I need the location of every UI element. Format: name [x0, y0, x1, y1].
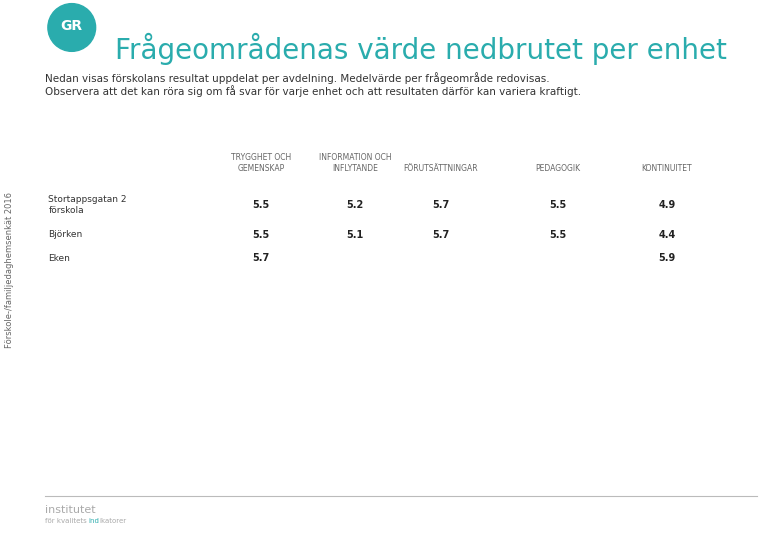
- Text: GR: GR: [61, 19, 83, 33]
- Text: Frågeområdenas värde nedbrutet per enhet: Frågeområdenas värde nedbrutet per enhet: [115, 32, 727, 65]
- Text: Förskole-/familjedaghemsenkät 2016: Förskole-/familjedaghemsenkät 2016: [5, 192, 14, 348]
- Text: för kvalitets: för kvalitets: [45, 518, 87, 524]
- Text: ikatorer: ikatorer: [100, 518, 127, 524]
- Text: 4.9: 4.9: [658, 200, 675, 210]
- Text: 5.9: 5.9: [658, 253, 675, 263]
- Text: Björken: Björken: [48, 231, 83, 239]
- Text: Nedan visas förskolans resultat uppdelat per avdelning. Medelvärde per frågeområ: Nedan visas förskolans resultat uppdelat…: [45, 72, 550, 84]
- Text: FÖRUTSÄTTNINGAR: FÖRUTSÄTTNINGAR: [403, 164, 478, 173]
- Text: 5.5: 5.5: [549, 230, 566, 240]
- Text: INFORMATION OCH
INFLYTANDE: INFORMATION OCH INFLYTANDE: [318, 153, 392, 173]
- Text: 5.7: 5.7: [432, 200, 449, 210]
- Text: Observera att det kan röra sig om få svar för varje enhet och att resultaten där: Observera att det kan röra sig om få sva…: [45, 85, 581, 97]
- Text: TRYGGHET OCH
GEMENSKAP: TRYGGHET OCH GEMENSKAP: [231, 153, 292, 173]
- Text: 5.7: 5.7: [432, 230, 449, 240]
- Text: PEDAGOGIK: PEDAGOGIK: [535, 164, 580, 173]
- Text: 5.5: 5.5: [253, 230, 270, 240]
- Text: 4.4: 4.4: [658, 230, 675, 240]
- Text: Eken: Eken: [48, 254, 70, 262]
- Text: ind: ind: [88, 518, 99, 524]
- Text: 5.7: 5.7: [253, 253, 270, 263]
- Text: Stortappsgatan 2
förskola: Stortappsgatan 2 förskola: [48, 195, 127, 215]
- Text: 5.5: 5.5: [549, 200, 566, 210]
- Text: 5.5: 5.5: [253, 200, 270, 210]
- Circle shape: [48, 4, 96, 51]
- Text: 5.1: 5.1: [346, 230, 363, 240]
- Text: 5.2: 5.2: [346, 200, 363, 210]
- Text: institutet: institutet: [45, 505, 96, 515]
- Text: KONTINUITET: KONTINUITET: [642, 164, 692, 173]
